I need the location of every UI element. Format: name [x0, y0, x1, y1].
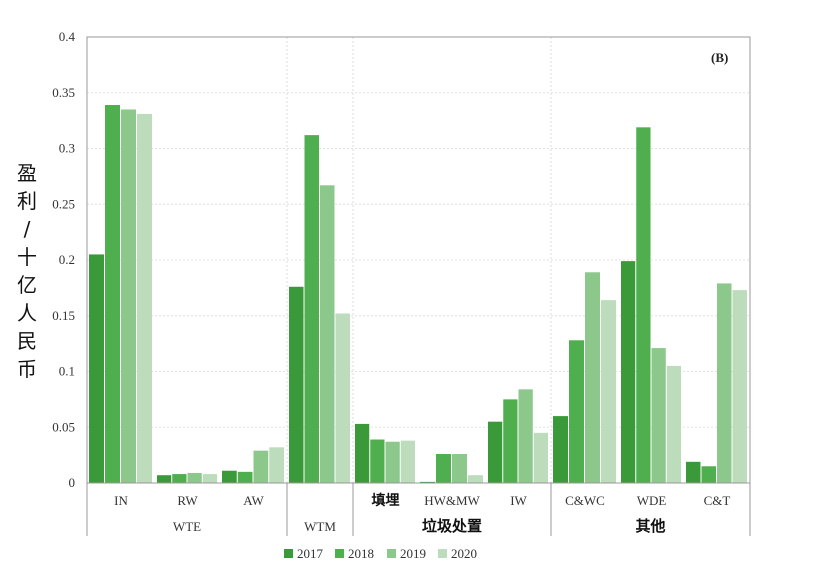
y-axis-title-char: 盈 [17, 161, 37, 185]
y-axis-title-char: 民 [17, 329, 37, 353]
plot-frame [86, 36, 751, 484]
bar [370, 439, 385, 483]
category-label: AW [243, 493, 264, 508]
category-label: IN [114, 493, 128, 508]
bar [601, 300, 616, 483]
group-label: WTM [304, 519, 336, 534]
bar [621, 261, 636, 483]
bar [436, 454, 451, 483]
y-axis-title-char: 亿 [17, 273, 37, 297]
y-axis-title-char: / [24, 217, 31, 241]
bar [452, 454, 467, 483]
gridlines [87, 92, 750, 428]
bar [518, 389, 533, 483]
y-axis-ticks: 0 0.05 0.1 0.15 0.2 0.25 0.3 0.35 0.4 [52, 29, 75, 490]
x-axis-groups: WTE WTM 垃圾处置 其他 [173, 517, 666, 535]
category-label: 填埋 [372, 492, 400, 509]
legend-label: 2020 [451, 546, 477, 561]
bar [289, 286, 304, 483]
group-separators [86, 37, 751, 536]
bar [503, 399, 518, 483]
bar [569, 340, 584, 483]
bar [320, 185, 335, 484]
y-tick-label: 0.05 [52, 419, 75, 434]
legend-swatch [438, 549, 447, 558]
bar [105, 105, 120, 483]
y-tick-label: 0.1 [59, 364, 75, 379]
legend: 2017 2018 2019 2020 [284, 546, 477, 561]
y-tick-label: 0.25 [52, 196, 75, 211]
bar [304, 135, 319, 483]
bar [701, 466, 716, 483]
y-axis-title-char: 利 [17, 189, 37, 213]
x-axis-categories: IN RW AW 填埋 HW&MW IW C&WC WDE C&T [114, 492, 730, 509]
y-axis-title-char: 十 [17, 245, 37, 269]
bar [137, 113, 152, 483]
category-label: RW [177, 493, 198, 508]
bar [553, 416, 568, 483]
category-label: C&T [704, 493, 731, 508]
bar [651, 348, 666, 483]
bars [89, 105, 747, 484]
bar [89, 254, 104, 483]
legend-swatch [335, 549, 344, 558]
bar [335, 313, 350, 483]
bar [187, 472, 202, 483]
bar [202, 474, 217, 483]
legend-label: 2017 [297, 546, 324, 561]
y-axis-title-char: 人 [17, 301, 37, 325]
bar [157, 475, 172, 483]
bar [686, 461, 701, 483]
legend-swatch [387, 549, 396, 558]
y-tick-label: 0 [69, 475, 76, 490]
bar [666, 365, 681, 483]
bar [717, 283, 732, 483]
y-tick-label: 0.2 [59, 252, 75, 267]
bar [400, 440, 415, 483]
bar [121, 109, 136, 483]
bar [732, 290, 747, 483]
group-label: 其他 [635, 517, 665, 535]
bar [253, 450, 269, 483]
y-tick-label: 0.15 [52, 308, 75, 323]
bar [468, 475, 483, 483]
group-label: 垃圾处置 [422, 517, 482, 535]
y-tick-label: 0.4 [59, 29, 76, 44]
bar [355, 423, 370, 483]
bar [420, 481, 435, 483]
bar [222, 470, 237, 483]
group-label: WTE [173, 519, 201, 534]
bar [172, 474, 187, 483]
bar [585, 272, 600, 483]
bar [533, 432, 548, 483]
bar [269, 447, 284, 483]
category-label: WDE [637, 493, 667, 508]
bar [237, 471, 253, 483]
legend-swatch [284, 549, 293, 558]
bar [488, 421, 503, 483]
category-label: C&WC [565, 493, 605, 508]
legend-label: 2018 [348, 546, 374, 561]
bar [636, 127, 651, 483]
y-tick-label: 0.35 [52, 85, 75, 100]
y-axis-title-char: 币 [17, 357, 37, 381]
legend-label: 2019 [400, 546, 426, 561]
category-label: IW [510, 493, 527, 508]
bar [385, 441, 400, 483]
y-tick-label: 0.3 [59, 141, 75, 156]
category-label: HW&MW [424, 493, 480, 508]
panel-label: (B) [711, 50, 728, 65]
